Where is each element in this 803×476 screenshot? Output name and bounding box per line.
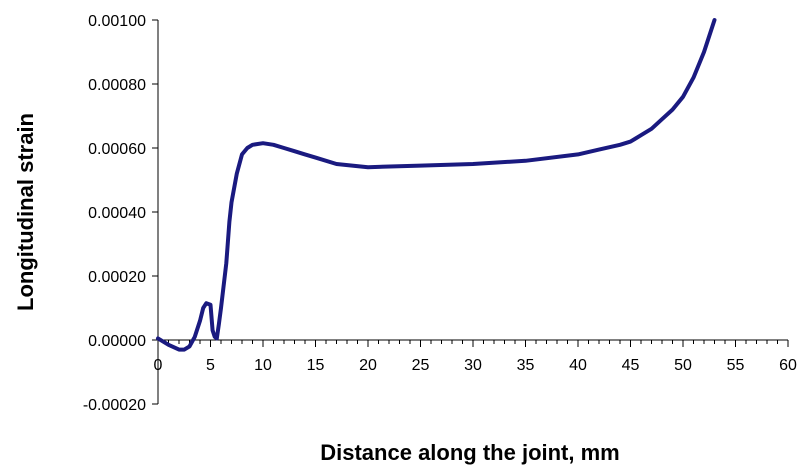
y-tick-label: 0.00000	[88, 333, 146, 350]
plot-area	[156, 18, 717, 352]
x-tick-label: 25	[412, 357, 430, 374]
x-tick-label: 35	[517, 357, 535, 374]
y-tick-label: 0.00020	[88, 269, 146, 286]
x-tick-label: 20	[359, 357, 377, 374]
x-tick-label: 50	[674, 357, 692, 374]
y-axis: -0.00020 0.00000 0.00020 0.00040 0.00060 0.00…	[83, 13, 159, 414]
y-tick-label: 0.00040	[88, 205, 146, 222]
x-tick-label: 45	[622, 357, 640, 374]
x-tick-label: 10	[254, 357, 272, 374]
x-tick-label: 40	[569, 357, 587, 374]
x-axis: 0 5 10 15 20 25 30 35 40 45 50 55 60	[154, 339, 797, 374]
x-tick-label: 60	[779, 357, 797, 374]
y-tick-label: 0.00080	[88, 77, 146, 94]
y-tick-label: 0.00060	[88, 141, 146, 158]
x-tick-label: 30	[464, 357, 482, 374]
y-tick-label: -0.00020	[83, 397, 146, 414]
x-tick-label: 55	[727, 357, 745, 374]
x-tick-label: 5	[206, 357, 215, 374]
series-line	[156, 18, 717, 352]
x-tick-label: 15	[307, 357, 325, 374]
y-tick-label: 0.00100	[88, 13, 146, 30]
x-axis-title: Distance along the joint, mm	[320, 440, 619, 465]
x-tick-label: 0	[154, 357, 163, 374]
y-axis-title: Longitudinal strain	[13, 113, 38, 311]
